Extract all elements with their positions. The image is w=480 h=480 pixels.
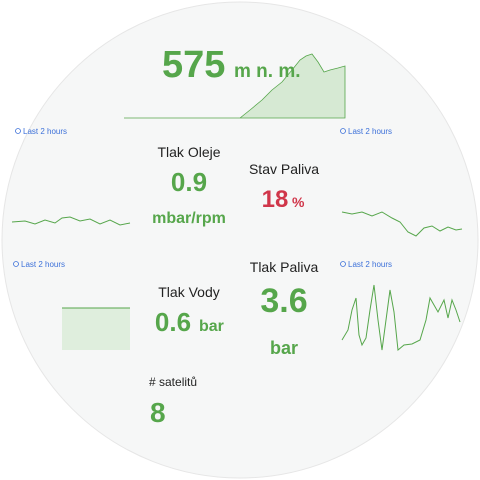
panel-unit: % xyxy=(292,194,305,210)
time-range-label: Last 2 hours xyxy=(23,127,67,136)
clock-icon xyxy=(340,128,346,134)
clock-icon xyxy=(340,261,346,267)
oil-sparkline xyxy=(11,216,131,226)
water-sparkline-area xyxy=(62,308,130,350)
time-range-label: Last 2 hours xyxy=(21,260,65,269)
panel-value: 0.9 xyxy=(171,167,207,197)
panel-title: # satelitů xyxy=(149,375,197,389)
panel-title: Stav Paliva xyxy=(249,161,319,177)
clock-icon xyxy=(15,128,21,134)
panel-unit: bar xyxy=(199,318,224,335)
altitude-sparkline xyxy=(124,53,346,119)
panel-title: Tlak Vody xyxy=(158,284,219,300)
panel-value: 18 xyxy=(262,186,289,213)
fuel-level-sparkline xyxy=(341,211,463,237)
panel-title: Tlak Paliva xyxy=(250,259,319,275)
panel-unit: bar xyxy=(270,338,298,358)
time-range: Last 2 hours Last 2 hours Last 2 hours L… xyxy=(13,127,392,269)
clock-icon xyxy=(13,261,19,267)
altitude-unit: m n. m. xyxy=(234,61,301,82)
panel-unit: mbar/rpm xyxy=(152,210,226,227)
time-range-label: Last 2 hours xyxy=(348,127,392,136)
altitude-value: 575 xyxy=(162,44,225,86)
panel-value: 0.6 xyxy=(155,307,191,337)
panel-value: 8 xyxy=(150,397,166,428)
time-range-label: Last 2 hours xyxy=(348,260,392,269)
panel-value: 3.6 xyxy=(260,282,307,320)
fuel-pressure-sparkline xyxy=(341,284,461,351)
panel-title: Tlak Oleje xyxy=(157,144,220,160)
